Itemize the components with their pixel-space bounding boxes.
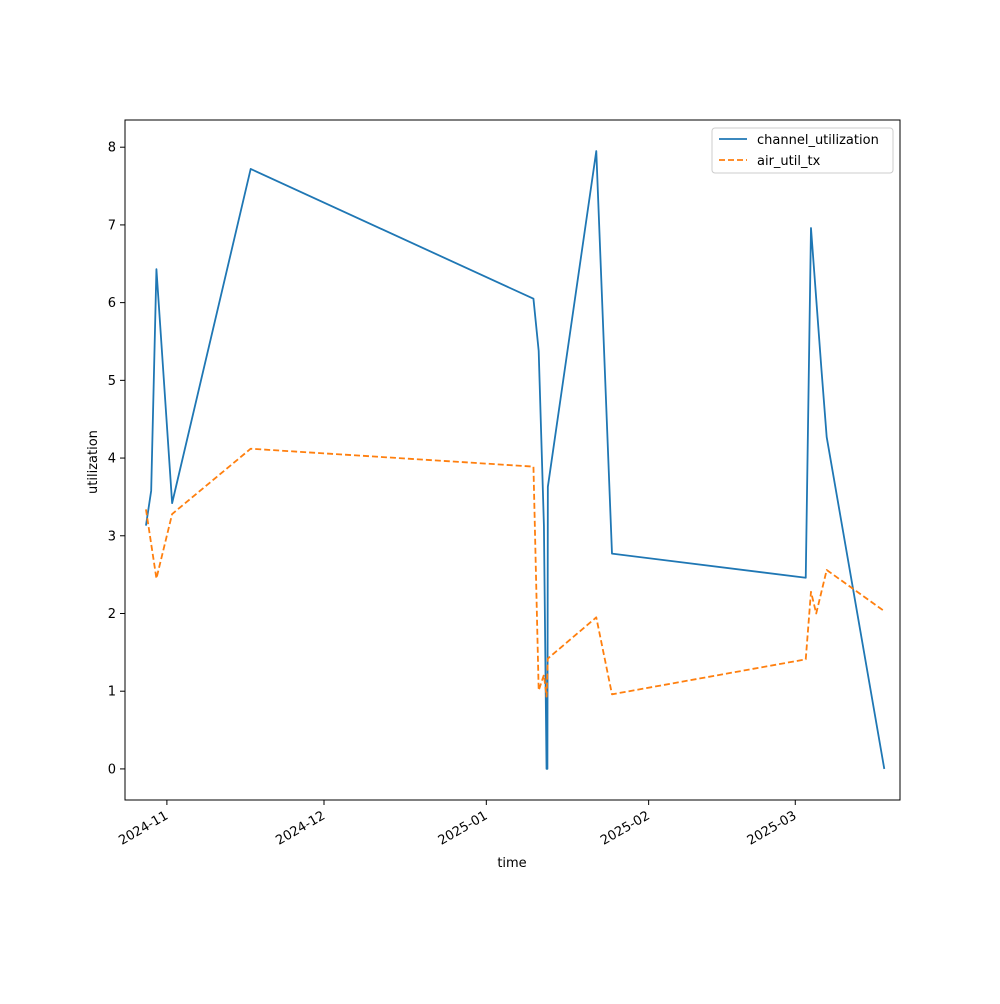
plot-frame [124,119,901,801]
legend: channel_utilization air_util_tx [711,127,894,174]
y-tick-label: 0 [108,762,116,777]
x-axis-label: time [497,856,526,871]
y-tick-label: 3 [108,529,116,544]
y-axis: 0 1 2 3 4 5 6 7 8 [108,141,125,777]
legend-box [711,127,894,174]
legend-label-air-util-tx: air_util_tx [757,154,821,169]
y-tick-label: 7 [108,218,116,233]
series-layer [145,150,886,770]
y-axis-label: utilization [86,430,101,494]
y-tick-label: 2 [108,607,116,622]
y-tick-label: 4 [108,452,116,467]
y-tick-label: 5 [108,374,116,389]
legend-label-channel-utilization: channel_utilization [757,133,879,148]
series-line-air-util-tx [145,447,885,698]
y-tick-label: 1 [108,685,116,700]
y-tick-label: 8 [108,141,116,156]
y-tick-label: 6 [108,296,116,311]
